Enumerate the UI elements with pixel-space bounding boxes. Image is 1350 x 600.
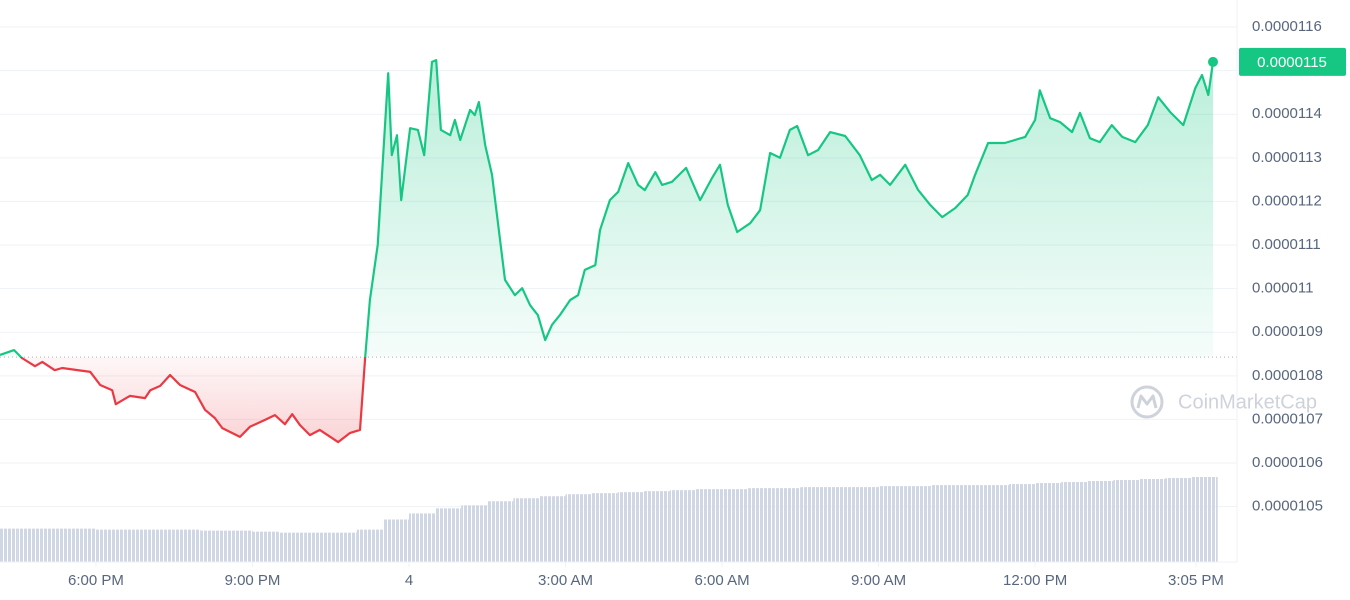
volume-bar bbox=[800, 487, 827, 562]
volume-bar bbox=[43, 528, 70, 562]
volume-bar bbox=[1165, 478, 1192, 562]
y-tick-label: 0.0000109 bbox=[1252, 323, 1323, 340]
volume-bar bbox=[1035, 483, 1062, 562]
y-tick-label: 0.0000106 bbox=[1252, 454, 1323, 471]
volume-bar bbox=[748, 488, 775, 562]
volume-bar bbox=[695, 489, 723, 562]
watermark: CoinMarketCap bbox=[1130, 385, 1317, 419]
y-tick-label: 0.0000113 bbox=[1252, 149, 1322, 166]
volume-bar bbox=[435, 508, 462, 562]
x-tick-label: 9:00 PM bbox=[225, 572, 281, 589]
y-tick-label: 0.0000111 bbox=[1252, 236, 1321, 253]
volume-bar bbox=[669, 490, 696, 562]
volume-bar bbox=[513, 498, 540, 562]
volume-bar bbox=[1061, 482, 1088, 562]
volume-bar bbox=[409, 513, 436, 562]
y-tick-label: 0.0000114 bbox=[1252, 105, 1322, 122]
last-point bbox=[1208, 56, 1219, 67]
volume-bar bbox=[956, 485, 983, 562]
volume-bar bbox=[539, 496, 566, 562]
volume bbox=[0, 477, 1218, 562]
x-tick-label: 9:00 AM bbox=[851, 572, 906, 589]
volume-bar bbox=[69, 528, 96, 562]
volume-bar bbox=[565, 494, 592, 562]
volume-bar bbox=[1139, 479, 1166, 562]
volume-bar bbox=[982, 485, 1010, 562]
volume-bar bbox=[930, 485, 957, 562]
y-tick-label: 0.0000107 bbox=[1252, 410, 1323, 427]
volume-bar bbox=[904, 486, 931, 562]
y-tick-label: 0.0000112 bbox=[1252, 192, 1322, 209]
price-line bbox=[0, 59, 1215, 444]
volume-bar bbox=[826, 487, 853, 562]
volume-bar bbox=[382, 519, 410, 562]
y-tick-label: 0.0000116 bbox=[1252, 18, 1322, 35]
area-layer bbox=[0, 59, 1237, 444]
volume-bar bbox=[0, 528, 18, 562]
x-tick-label: 6:00 PM bbox=[68, 572, 124, 589]
volume-bar bbox=[148, 529, 175, 562]
volume-bar bbox=[1191, 477, 1218, 562]
watermark-text: CoinMarketCap bbox=[1178, 391, 1317, 413]
volume-bar bbox=[1113, 480, 1140, 562]
volume-bar bbox=[1087, 481, 1114, 562]
volume-bar bbox=[774, 488, 801, 562]
volume-bar bbox=[722, 489, 749, 562]
volume-bar bbox=[487, 501, 514, 562]
volume-bar bbox=[617, 492, 644, 562]
volume-bar bbox=[95, 529, 123, 562]
x-tick-label: 12:00 PM bbox=[1003, 572, 1067, 589]
volume-bar bbox=[226, 530, 253, 562]
price-area bbox=[0, 60, 1213, 443]
volume-bar bbox=[356, 529, 383, 562]
x-tick-label: 3:00 AM bbox=[538, 572, 593, 589]
volume-bar bbox=[278, 532, 305, 562]
volume-bar bbox=[122, 529, 149, 562]
volume-bar bbox=[252, 531, 279, 562]
y-tick-label: 0.0000105 bbox=[1252, 498, 1323, 515]
x-tick-label: 4 bbox=[405, 572, 413, 589]
volume-bar bbox=[852, 487, 879, 562]
volume-bar bbox=[304, 532, 331, 562]
volume-bar bbox=[1009, 484, 1036, 562]
volume-bar bbox=[591, 493, 618, 562]
volume-bar bbox=[643, 491, 670, 562]
y-tick-label: 0.000011 bbox=[1252, 280, 1313, 297]
volume-bar bbox=[174, 529, 201, 562]
volume-bar bbox=[878, 486, 905, 562]
volume-bar bbox=[17, 528, 44, 562]
last-price-label: 0.0000115 bbox=[1257, 54, 1327, 71]
y-tick-label: 0.0000108 bbox=[1252, 367, 1323, 384]
x-tick-label: 6:00 AM bbox=[695, 572, 750, 589]
volume-bar bbox=[200, 530, 227, 562]
volume-bar bbox=[461, 505, 488, 562]
last-price-badge bbox=[1239, 47, 1346, 76]
volume-bar bbox=[330, 532, 357, 562]
x-tick-label: 3:05 PM bbox=[1168, 572, 1224, 589]
